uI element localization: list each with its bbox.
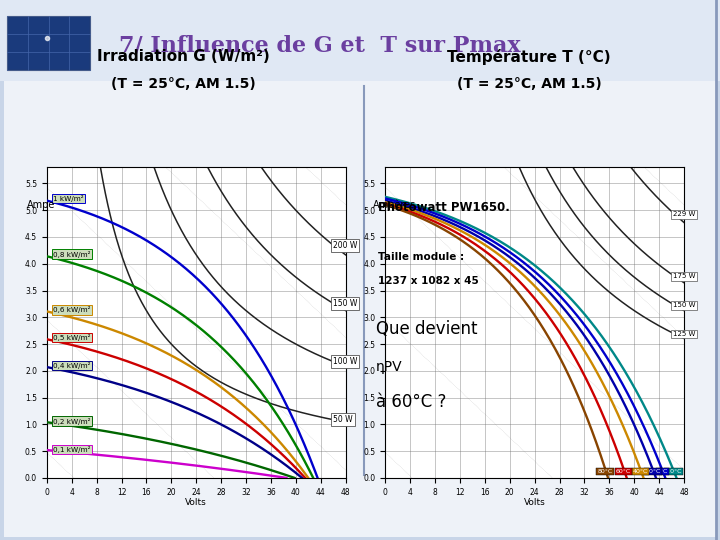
Text: 0,1 kW/m²: 0,1 kW/m²	[53, 446, 91, 453]
Text: 229 W: 229 W	[672, 211, 696, 217]
FancyBboxPatch shape	[7, 16, 90, 70]
Text: 40°C: 40°C	[633, 469, 648, 474]
Text: ηPV: ηPV	[376, 360, 402, 374]
Text: Température T (°C): Température T (°C)	[447, 49, 611, 65]
Text: 0,5 kW/m²: 0,5 kW/m²	[53, 334, 91, 341]
Text: Ampères: Ampères	[373, 200, 416, 211]
Text: 0,4 kW/m²: 0,4 kW/m²	[53, 362, 91, 369]
X-axis label: Volts: Volts	[185, 498, 207, 507]
Text: 7/ Influence de G et  T sur Pmax: 7/ Influence de G et T sur Pmax	[119, 35, 521, 57]
Text: 0,8 kW/m²: 0,8 kW/m²	[53, 251, 91, 258]
Text: 60°C: 60°C	[616, 469, 631, 474]
Text: Irradiation G (W/m²): Irradiation G (W/m²)	[97, 49, 270, 64]
Text: (T = 25°C, AM 1.5): (T = 25°C, AM 1.5)	[111, 77, 256, 91]
FancyBboxPatch shape	[4, 81, 716, 537]
Text: 1 kW/m²: 1 kW/m²	[53, 195, 84, 202]
Text: 150 W: 150 W	[333, 299, 358, 308]
Text: 0°C: 0°C	[657, 469, 668, 474]
Text: Que devient: Que devient	[376, 320, 477, 339]
Text: 175 W: 175 W	[672, 273, 696, 279]
Text: 100 W: 100 W	[333, 357, 358, 366]
Text: 150 W: 150 W	[672, 302, 696, 308]
Text: (T = 25°C, AM 1.5): (T = 25°C, AM 1.5)	[456, 77, 602, 91]
Text: 1237 x 1082 x 45: 1237 x 1082 x 45	[378, 276, 479, 286]
Text: Ampe: Ampe	[27, 200, 55, 210]
Text: -10°C: -10°C	[665, 469, 682, 474]
Text: Photowatt PW1650.: Photowatt PW1650.	[378, 201, 510, 214]
Text: 20°C: 20°C	[645, 469, 660, 474]
Text: 0,2 kW/m²: 0,2 kW/m²	[53, 417, 91, 424]
Text: 200 W: 200 W	[333, 241, 358, 249]
Text: 50 W: 50 W	[333, 415, 353, 424]
FancyBboxPatch shape	[0, 0, 720, 81]
Text: 0,6 kW/m²: 0,6 kW/m²	[53, 306, 91, 313]
X-axis label: Volts: Volts	[523, 498, 546, 507]
Text: 125 W: 125 W	[672, 331, 696, 337]
Text: Taille module :: Taille module :	[378, 252, 464, 261]
Text: à 60°C ?: à 60°C ?	[376, 393, 446, 411]
Text: 80°C: 80°C	[598, 469, 613, 474]
